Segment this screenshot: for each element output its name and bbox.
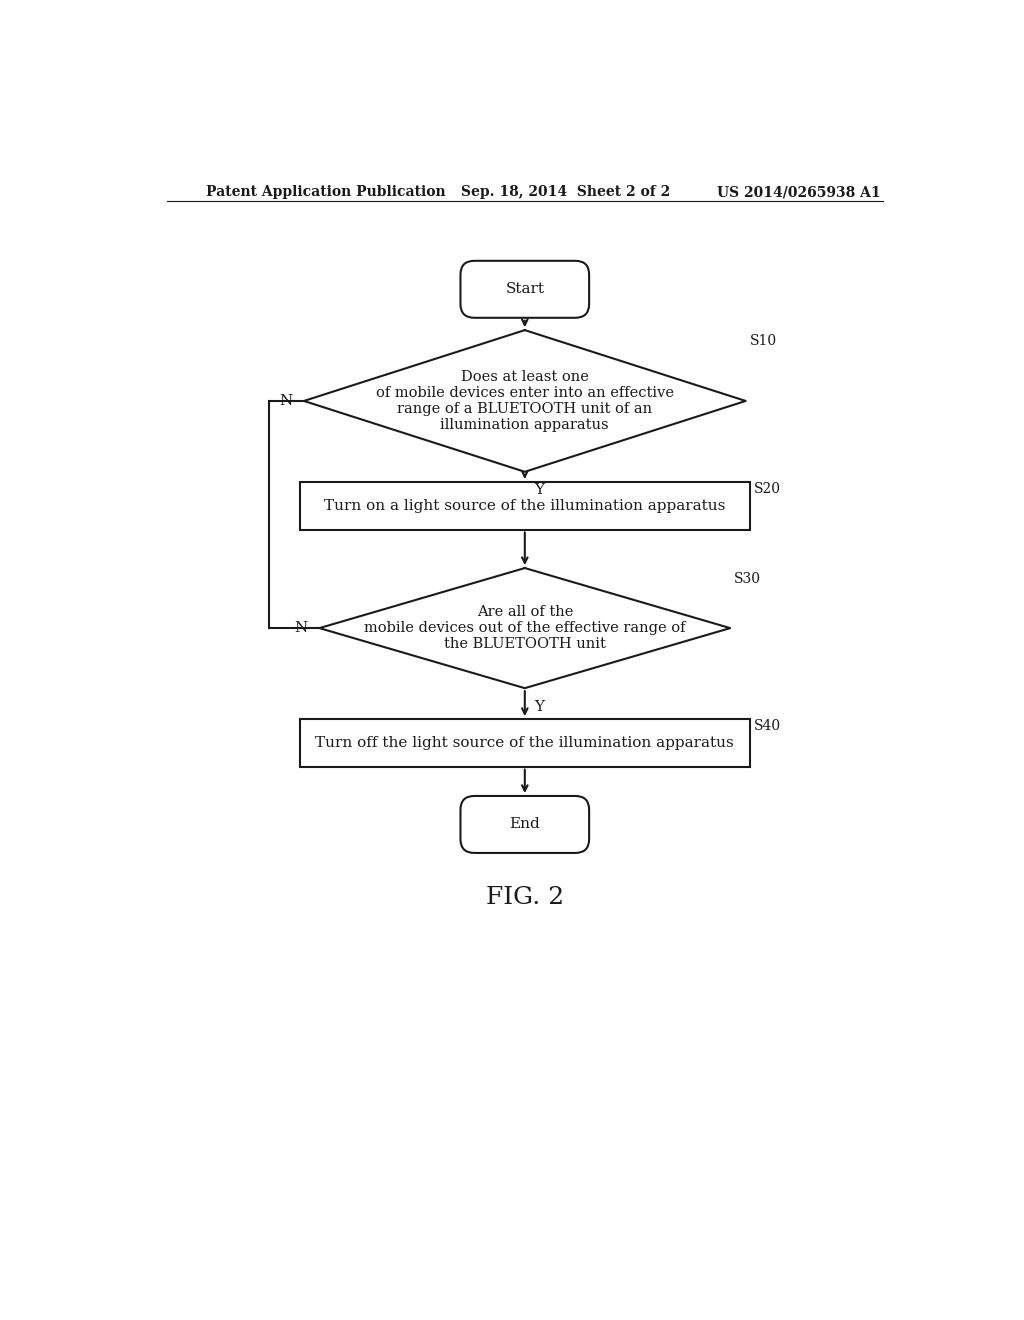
- FancyBboxPatch shape: [300, 482, 750, 529]
- Text: N: N: [295, 622, 308, 635]
- Text: Turn off the light source of the illumination apparatus: Turn off the light source of the illumin…: [315, 735, 734, 750]
- Text: US 2014/0265938 A1: US 2014/0265938 A1: [717, 185, 881, 199]
- Polygon shape: [304, 330, 745, 471]
- Text: S30: S30: [734, 572, 761, 586]
- Text: N: N: [280, 393, 292, 408]
- Text: Sep. 18, 2014  Sheet 2 of 2: Sep. 18, 2014 Sheet 2 of 2: [461, 185, 671, 199]
- Text: S40: S40: [754, 719, 780, 733]
- Polygon shape: [319, 568, 730, 688]
- Text: Y: Y: [535, 483, 544, 498]
- Text: Are all of the
mobile devices out of the effective range of
the BLUETOOTH unit: Are all of the mobile devices out of the…: [365, 605, 685, 651]
- FancyBboxPatch shape: [300, 719, 750, 767]
- FancyBboxPatch shape: [461, 261, 589, 318]
- Text: Start: Start: [505, 282, 545, 296]
- FancyBboxPatch shape: [461, 796, 589, 853]
- Text: Turn on a light source of the illumination apparatus: Turn on a light source of the illuminati…: [325, 499, 725, 512]
- Text: Patent Application Publication: Patent Application Publication: [206, 185, 445, 199]
- Text: Does at least one
of mobile devices enter into an effective
range of a BLUETOOTH: Does at least one of mobile devices ente…: [376, 370, 674, 432]
- Text: S20: S20: [754, 482, 780, 496]
- Text: FIG. 2: FIG. 2: [485, 886, 564, 909]
- Text: Y: Y: [535, 700, 544, 714]
- Text: End: End: [509, 817, 541, 832]
- Text: S10: S10: [750, 334, 776, 348]
